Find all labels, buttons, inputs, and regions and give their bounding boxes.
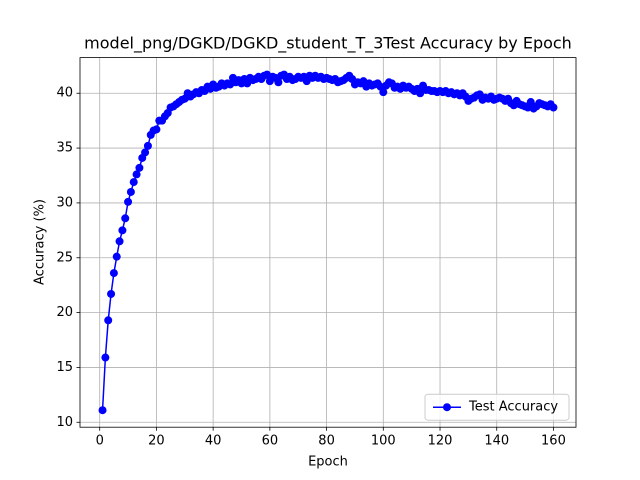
point [121, 214, 130, 223]
x-tick-label: 140 [484, 434, 509, 449]
point [115, 237, 124, 246]
point [274, 78, 283, 87]
x-tick-label: 100 [371, 434, 396, 449]
x-tick-label: 40 [205, 434, 222, 449]
point [98, 406, 107, 415]
y-axis-label: Accuracy (%) [33, 199, 48, 285]
y-tick-label: 15 [56, 360, 73, 375]
point [104, 316, 113, 325]
point [101, 353, 110, 362]
line [101, 73, 555, 411]
legend-marker [443, 403, 451, 412]
point [129, 178, 138, 187]
x-tick-label: 120 [428, 434, 453, 449]
x-axis-label: Epoch [308, 455, 348, 470]
point [379, 88, 388, 97]
x-tick-label: 80 [318, 434, 335, 449]
x-tick-label: 0 [96, 434, 104, 449]
point [124, 197, 133, 206]
plot-frame [79, 57, 577, 428]
x-tick-label: 60 [262, 434, 279, 449]
point [109, 269, 118, 278]
x-tick-label: 20 [148, 434, 165, 449]
y-tick-label: 30 [56, 195, 73, 210]
point [118, 226, 127, 235]
y-tick-label: 10 [56, 415, 73, 430]
point [141, 148, 150, 157]
legend-label: Test Accuracy [468, 400, 558, 415]
y-tick-label: 40 [56, 86, 73, 101]
point [126, 187, 135, 196]
point [132, 170, 141, 179]
y-tick-label: 35 [56, 141, 73, 156]
legend-box [424, 393, 570, 421]
point [135, 163, 144, 172]
point [107, 289, 116, 298]
point [143, 141, 152, 150]
chart-title: model_png/DGKD/DGKD_student_T_3Test Accu… [84, 34, 572, 54]
y-tick-label: 20 [56, 305, 73, 320]
point [152, 125, 161, 134]
y-tick-label: 25 [56, 250, 73, 265]
x-tick-label: 160 [541, 434, 566, 449]
point [526, 98, 535, 107]
point [112, 252, 121, 261]
point [549, 103, 558, 112]
